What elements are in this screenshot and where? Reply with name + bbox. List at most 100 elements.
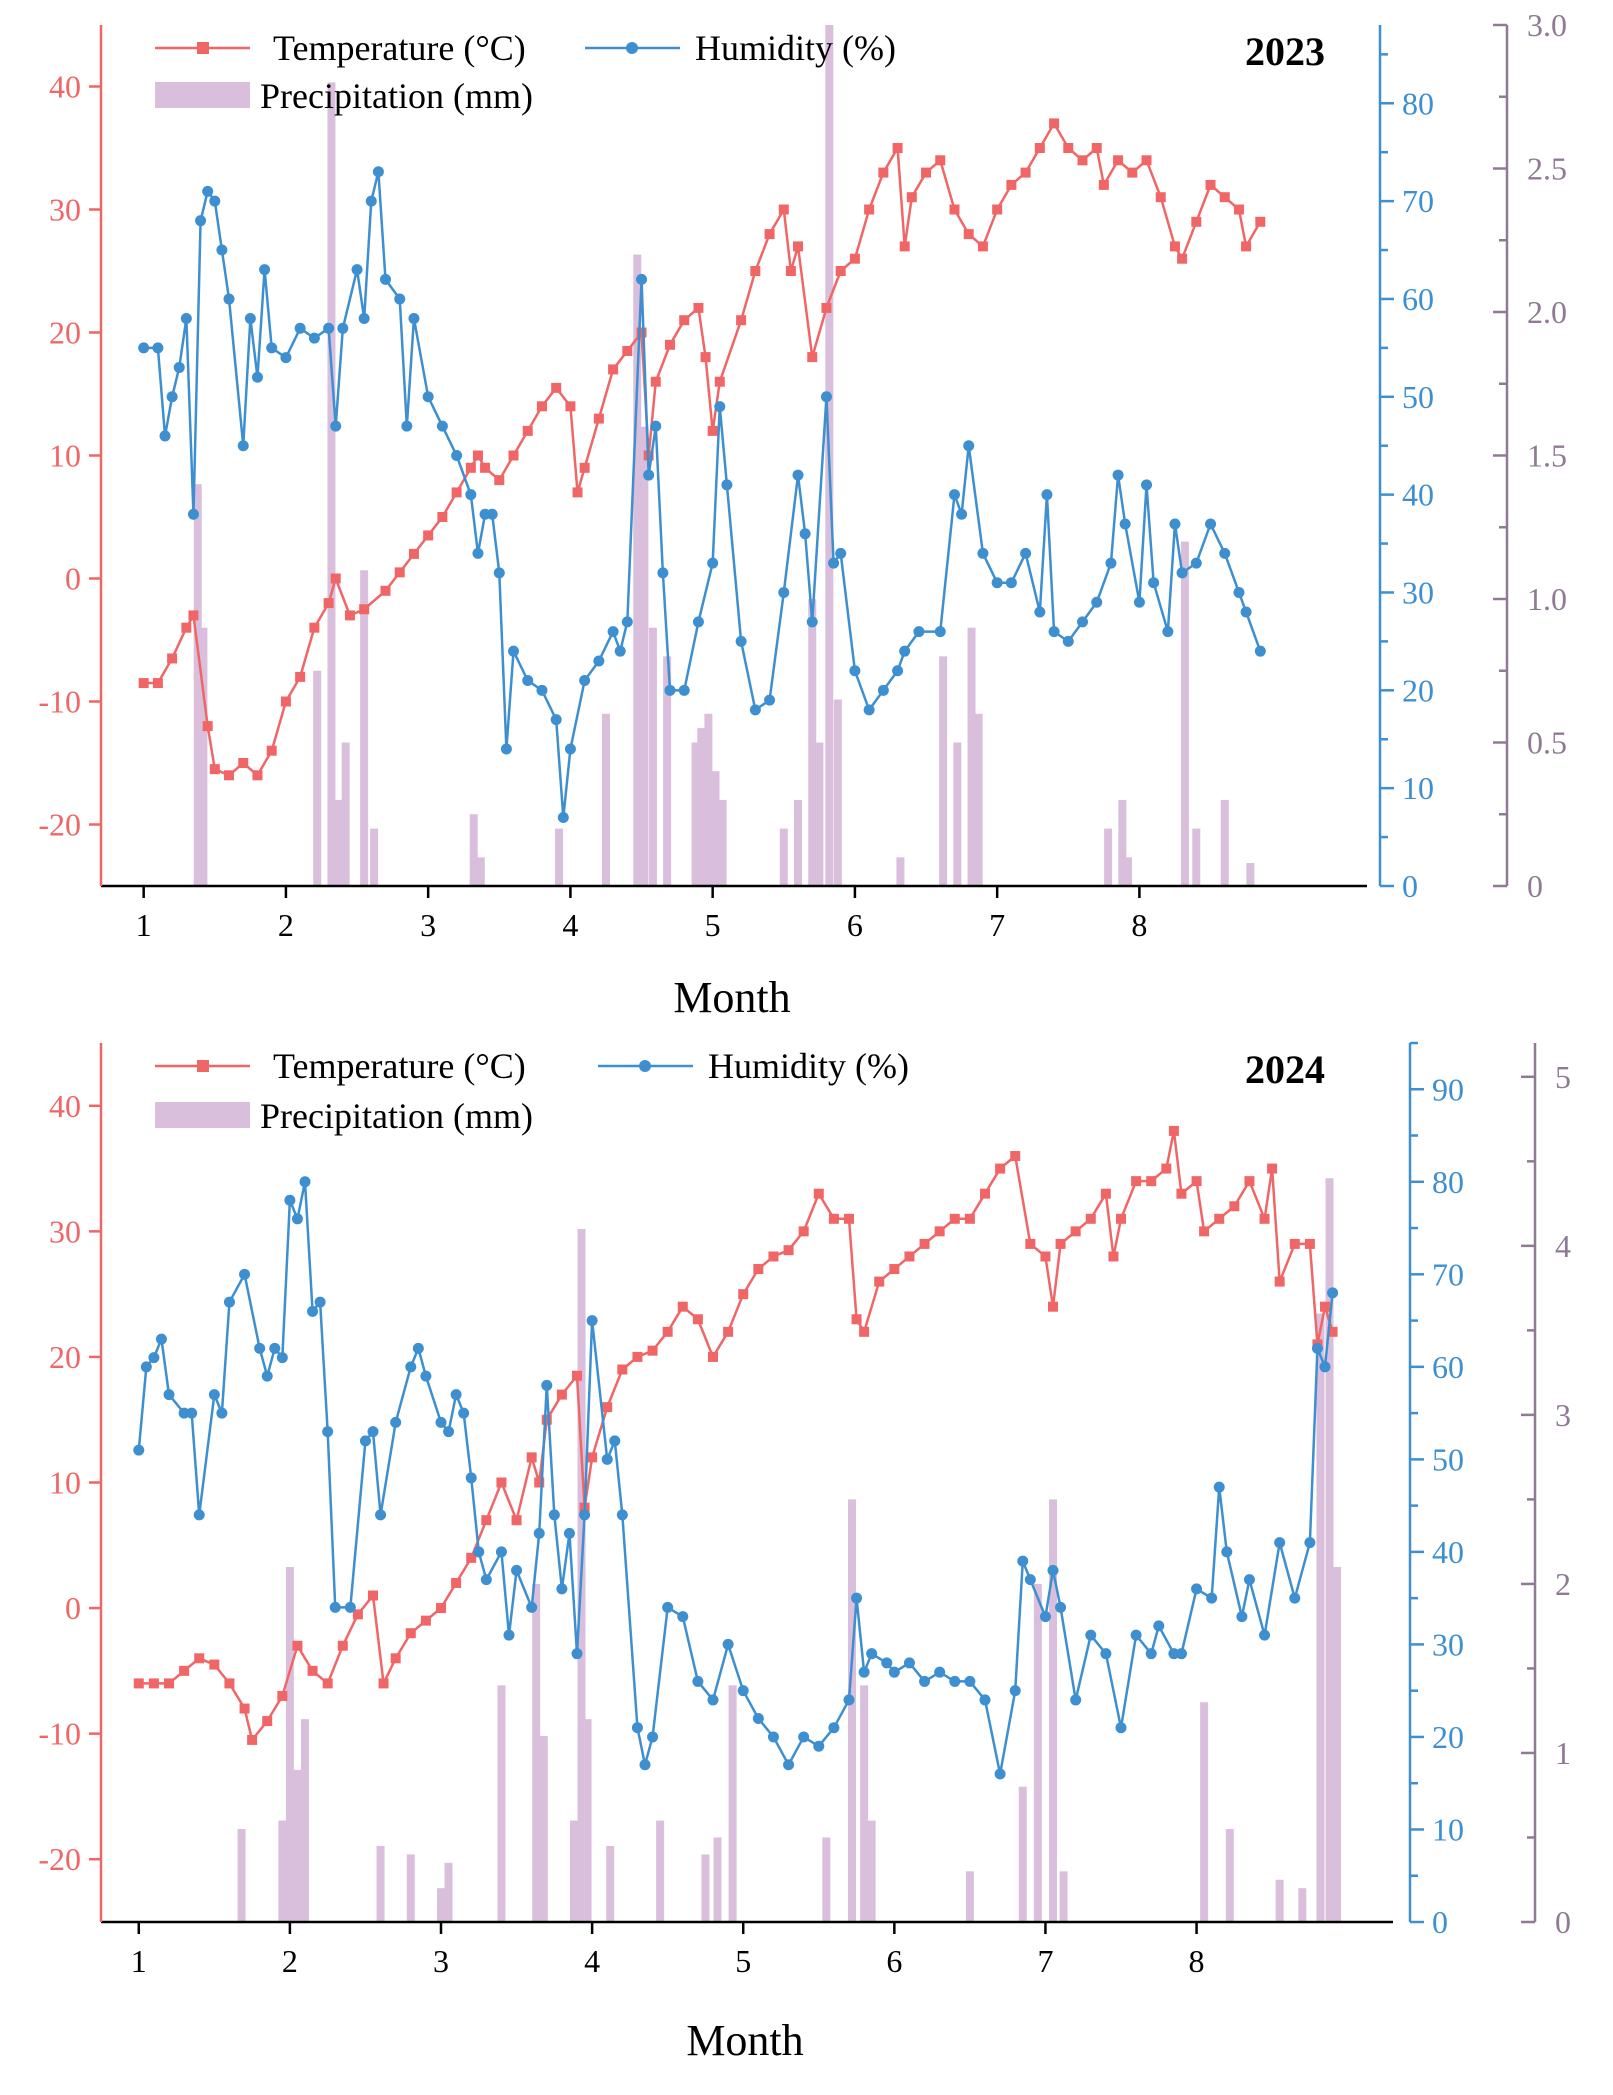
temperature-point [593,413,604,424]
humidity-point [493,567,505,579]
humidity-point [193,1509,205,1521]
humidity-point [1130,1629,1142,1641]
humidity-point [533,1527,545,1539]
humidity-point [412,1342,424,1354]
temperature-point [152,678,163,689]
temperature-point [1063,143,1074,153]
precipitation-bar [967,627,976,886]
temperature-point [1241,241,1252,252]
temperature-point [1100,1188,1111,1199]
temperature-point [1070,1226,1081,1237]
temperature-point [1077,155,1088,166]
temperature-point [378,1678,389,1689]
humidity-point [299,1176,311,1188]
humidity-point [541,1379,553,1391]
temperature-point [579,462,590,473]
temperature-point [750,266,761,276]
precipitation-bar [833,699,842,886]
precipitation-bar [601,713,610,886]
humidity-point [1175,1648,1187,1660]
humidity-markers [133,1176,1339,1780]
humidity-point [586,1315,598,1327]
temperature-point [835,266,846,276]
precipitation-bar [939,656,948,886]
temperature-point [793,241,804,252]
humidity-point [420,1370,432,1382]
humidity-point [436,420,448,432]
temperature-tick-label: 30 [49,1213,81,1249]
temperature-point [1141,155,1152,166]
precipitation-bar [711,771,720,886]
humidity-point [1141,479,1153,491]
humidity-point [764,694,776,706]
temperature-point [904,1251,915,1262]
temperature-point [934,1226,945,1237]
humidity-point [511,1564,523,1576]
precipitation-bar [360,570,369,886]
x-tick-label: 7 [1037,1943,1053,1979]
precipitation-tick-label: 0 [1527,868,1543,904]
precipitation-bar [808,599,817,886]
temperature-tick-label: 10 [49,438,81,474]
humidity-point [186,1407,198,1419]
humidity-point [254,1342,266,1354]
precipitation-bar [953,742,962,886]
precipitation-bar [606,1845,615,1922]
humidity-point [1112,469,1124,481]
x-axis-label: Month [673,973,790,1022]
temperature-point [849,253,860,264]
temperature-point [390,1653,401,1664]
temperature-point [844,1213,854,1224]
humidity-point [367,1426,379,1438]
legend-humidity-marker [626,42,638,54]
humidity-markers [138,166,1266,824]
temperature-point [906,192,917,203]
temperature-point [394,567,405,578]
precipitation-bar [334,799,343,886]
humidity-point [1176,567,1188,579]
humidity-point [799,528,811,540]
temperature-point [851,1314,862,1325]
temperature-point [992,204,1003,215]
humidity-point [223,293,235,305]
humidity-point [408,313,420,325]
humidity-point [1233,586,1245,598]
temperature-point [167,653,178,664]
humidity-point [828,1722,840,1734]
precipitation-bar [822,1837,831,1922]
humidity-point [329,1601,341,1613]
temperature-point [551,382,562,393]
temperature-point [1191,216,1202,227]
temperature-point [1131,1176,1142,1187]
temperature-point [798,1226,809,1237]
temperature-tick-label: 40 [49,69,81,105]
temperature-point [874,1276,885,1287]
legend-temperature-label: Temperature (°C) [273,1046,526,1086]
humidity-point [1041,489,1053,501]
temperature-point [1259,1213,1270,1224]
humidity-point [835,547,847,559]
precipitation-bar [1033,1583,1042,1922]
temperature-point [935,155,946,166]
precipitation-bar [555,828,564,886]
humidity-point [178,1407,190,1419]
temperature-point [753,1264,764,1275]
precipitation-tick-label: 0.5 [1527,725,1567,761]
humidity-point [495,1546,507,1558]
precipitation-tick-label: 5 [1555,1059,1571,1095]
temperature-point [202,721,213,732]
humidity-point [994,1768,1006,1780]
humidity-point [202,185,214,197]
temperature-point [1169,241,1180,252]
temperature-point [768,1251,779,1262]
humidity-point [435,1416,447,1428]
humidity-point [314,1296,326,1308]
temperature-point [738,1289,749,1300]
humidity-point [166,391,178,403]
temperature-point [828,1213,839,1224]
temperature-point [436,1603,446,1614]
temperature-point [664,339,675,350]
temperature-point [247,1734,258,1745]
x-tick-label: 7 [989,907,1005,943]
humidity-tick-label: 0 [1402,868,1418,904]
